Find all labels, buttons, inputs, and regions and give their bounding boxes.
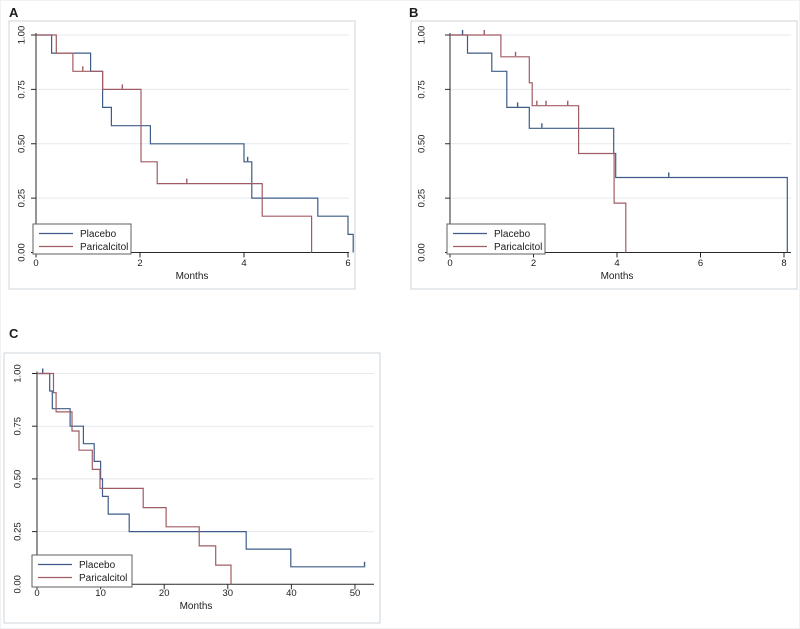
panel-c: C 0.00 0.25 0.50 0.75 1.00 0 10 20 30 40 50 Months Pl… <box>3 325 389 627</box>
legend-label-paricalcitol: Paricalcitol <box>79 573 127 584</box>
y-tick-label: 0.00 <box>417 243 428 262</box>
survival-curve-paricalcitol <box>450 34 627 253</box>
y-tick-label: 0.75 <box>417 80 428 99</box>
plot-region-border <box>3 352 381 624</box>
x-axis-title: Months <box>180 601 213 612</box>
x-tick-label: 0 <box>33 258 38 269</box>
survival-plot: 0.00 0.25 0.50 0.75 1.00 0 10 20 30 40 50 Months Pla… <box>3 352 381 624</box>
x-tick-label: 40 <box>286 588 297 599</box>
y-tick-label: 1.00 <box>13 364 24 383</box>
x-tick-label: 4 <box>614 258 619 269</box>
x-tick-label: 2 <box>137 258 142 269</box>
x-tick-label: 50 <box>350 588 361 599</box>
plot-region-border <box>410 20 798 290</box>
legend-label-paricalcitol: Paricalcitol <box>80 242 128 253</box>
y-tick-label: 1.00 <box>17 26 28 45</box>
y-tick-label: 0.50 <box>13 470 24 489</box>
survival-plot: 0.00 0.25 0.50 0.75 1.00 0 2 4 6 8 Months Placebo Pa… <box>410 20 798 290</box>
survival-plot: 0.00 0.25 0.50 0.75 1.00 0 2 4 6 Months Placebo Par… <box>8 20 356 290</box>
panel-letter: C <box>9 326 19 341</box>
legend-label-paricalcitol: Paricalcitol <box>494 242 542 253</box>
y-tick-label: 0.75 <box>17 80 28 99</box>
x-tick-label: 0 <box>34 588 39 599</box>
x-tick-label: 6 <box>345 258 350 269</box>
x-tick-label: 4 <box>241 258 246 269</box>
panel-letter: A <box>9 5 19 20</box>
x-tick-label: 30 <box>223 588 234 599</box>
legend-box <box>446 223 546 255</box>
y-tick-label: 0.50 <box>417 135 428 154</box>
x-tick-label: 0 <box>447 258 452 269</box>
x-tick-label: 6 <box>698 258 703 269</box>
y-tick-label: 0.00 <box>17 243 28 262</box>
x-axis-title: Months <box>601 271 634 282</box>
x-axis-title: Months <box>176 271 209 282</box>
y-tick-label: 0.00 <box>13 575 24 594</box>
y-tick-label: 0.50 <box>17 135 28 154</box>
y-tick-label: 0.75 <box>13 417 24 436</box>
x-tick-label: 10 <box>95 588 106 599</box>
survival-curve-placebo <box>450 34 788 253</box>
x-tick-label: 8 <box>781 258 786 269</box>
legend-label-placebo: Placebo <box>80 229 117 240</box>
legend-box <box>32 223 132 255</box>
survival-curve-placebo <box>36 34 354 253</box>
y-tick-label: 0.25 <box>417 189 428 208</box>
legend-label-placebo: Placebo <box>494 229 531 240</box>
x-tick-label: 20 <box>159 588 170 599</box>
legend-box <box>31 554 133 588</box>
y-tick-label: 0.25 <box>17 189 28 208</box>
y-tick-label: 1.00 <box>417 26 428 45</box>
x-tick-label: 2 <box>531 258 536 269</box>
survival-curve-paricalcitol <box>36 34 313 253</box>
panel-b: B 0.00 0.25 0.50 0.75 1.00 0 2 4 6 8 Months Placebo P… <box>407 5 799 303</box>
panel-a: A 0.00 0.25 0.50 0.75 1.00 0 2 4 6 Months Placebo Pa… <box>7 5 363 303</box>
survival-curve-placebo <box>37 372 366 568</box>
survival-curve-paricalcitol <box>37 372 232 585</box>
plot-region-border <box>8 20 356 290</box>
panel-letter: B <box>409 5 419 20</box>
y-tick-label: 0.25 <box>13 522 24 541</box>
legend-label-placebo: Placebo <box>79 560 116 571</box>
